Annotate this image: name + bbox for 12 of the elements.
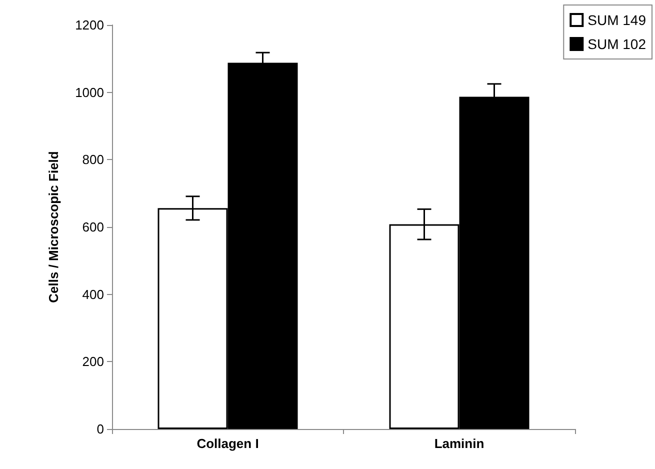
legend-label: SUM 149 [588,12,646,28]
x-tick-label: Laminin [434,436,484,451]
y-axis-title: Cells / Microscopic Field [46,151,61,303]
y-tick-label: 400 [82,286,104,302]
y-tick-label: 1000 [75,84,104,100]
y-tick-label: 0 [96,422,104,436]
legend-label: SUM 102 [588,36,646,52]
x-tick-label: Collagen I [196,436,259,451]
y-tick-label: 200 [82,354,104,370]
y-tick-label: 1200 [75,18,104,32]
y-tick-label: 600 [82,220,104,234]
y-tick-label: 800 [82,152,104,168]
